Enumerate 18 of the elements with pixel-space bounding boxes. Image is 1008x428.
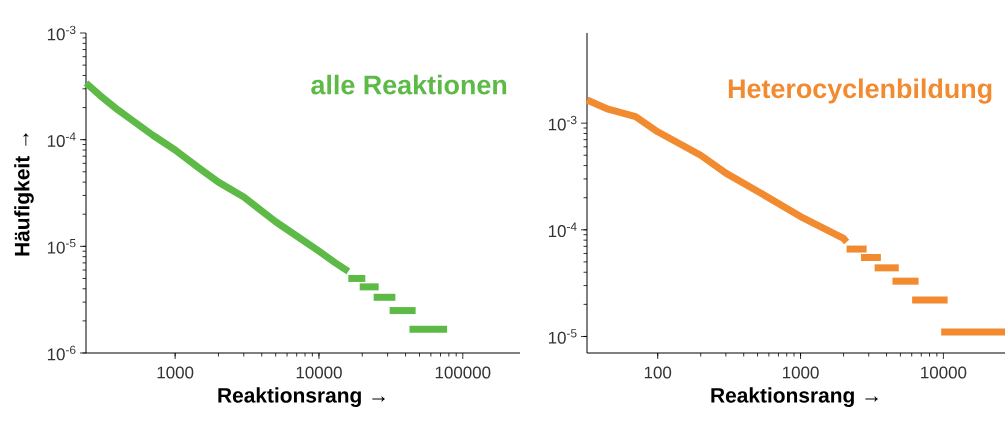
x-tick-label: 1000	[783, 366, 819, 379]
x-axis-title: Reaktionsrang →	[218, 387, 385, 407]
y-tick-label: 10$^{-6}$	[47, 345, 76, 361]
y-tick-label: 10$^{-3}$	[548, 115, 577, 131]
x-axis-title: Reaktionsrang →	[711, 387, 878, 407]
text: alle Reaktionen	[311, 74, 507, 95]
x-tick-label: 1000	[157, 366, 194, 379]
x-tick-label: 10000	[296, 366, 342, 379]
y-tick-label: 10$^{-4}$	[548, 222, 577, 238]
y-axis-title: Häufigkeit →	[14, 133, 34, 256]
x-tick-label: 100	[644, 366, 672, 379]
text: Heterocyclenbildung	[728, 78, 992, 104]
y-tick-label: 10$^{-3}$	[47, 25, 76, 41]
x-tick-label: 100000	[435, 366, 491, 379]
y-tick-label: 10$^{-5}$	[47, 239, 76, 254]
y-tick-label: 10$^{-4}$	[47, 132, 76, 147]
x-tick-label: 10000	[921, 366, 967, 379]
y-tick-label: 10$^{-5}$	[548, 329, 577, 344]
